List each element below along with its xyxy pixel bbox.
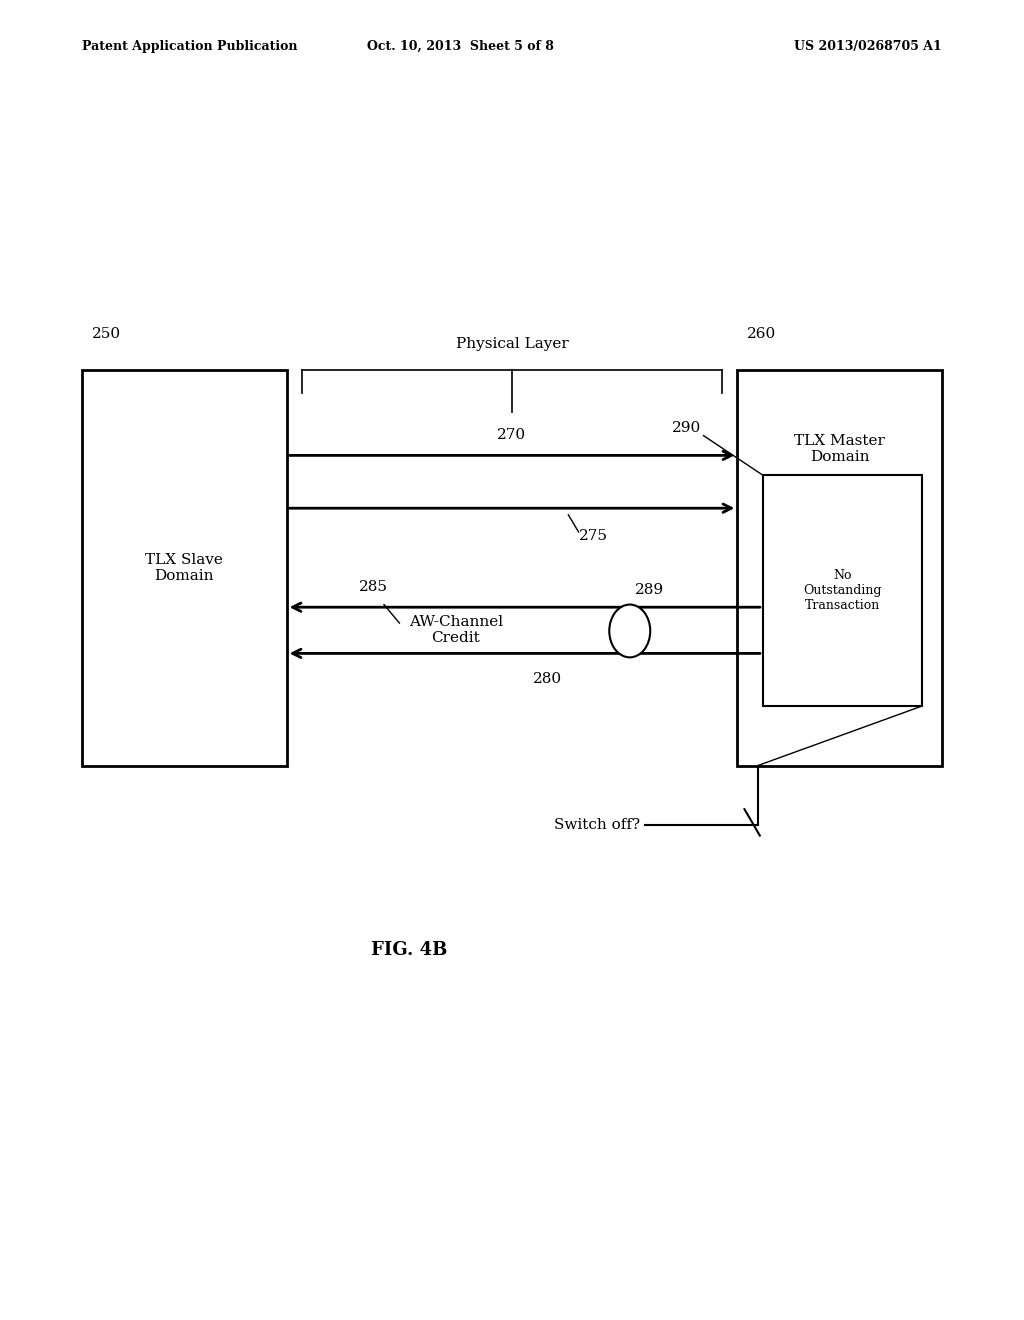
Text: Patent Application Publication: Patent Application Publication [82, 40, 297, 53]
Text: 289: 289 [635, 582, 664, 597]
Bar [737, 370, 942, 766]
Text: US 2013/0268705 A1: US 2013/0268705 A1 [795, 40, 942, 53]
Circle shape [609, 605, 650, 657]
Text: FIG. 4B: FIG. 4B [372, 941, 447, 960]
Text: 270: 270 [498, 428, 526, 442]
Text: TLX Slave
Domain: TLX Slave Domain [145, 553, 223, 582]
Bar [82, 370, 287, 766]
Text: Switch off?: Switch off? [554, 818, 640, 832]
Text: No
Outstanding
Transaction: No Outstanding Transaction [803, 569, 882, 612]
Bar [763, 475, 922, 706]
Text: 250: 250 [92, 326, 121, 341]
Text: Oct. 10, 2013  Sheet 5 of 8: Oct. 10, 2013 Sheet 5 of 8 [368, 40, 554, 53]
Text: 290: 290 [672, 421, 701, 434]
Text: 260: 260 [748, 326, 776, 341]
Text: 285: 285 [359, 579, 388, 594]
Text: AW-Channel
Credit: AW-Channel Credit [409, 615, 503, 645]
Text: TLX Master
Domain: TLX Master Domain [795, 434, 885, 463]
Text: 275: 275 [579, 529, 607, 544]
Text: 280: 280 [534, 672, 562, 686]
Text: Physical Layer: Physical Layer [456, 337, 568, 351]
